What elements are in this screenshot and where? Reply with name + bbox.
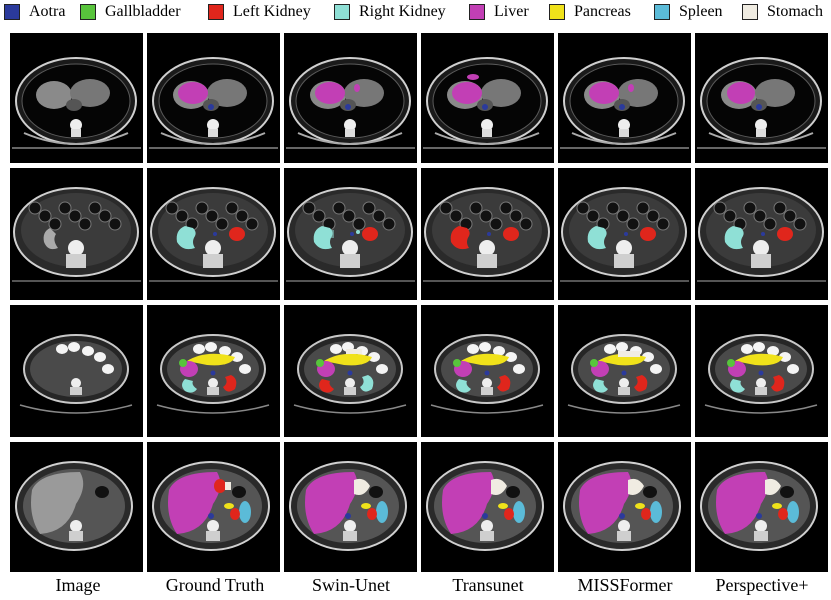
column-label-perspective-plus: Perspective+ — [715, 575, 809, 595]
ct-panel — [695, 305, 828, 437]
ct-panel — [421, 442, 554, 572]
legend-swatch — [654, 4, 670, 20]
legend-item-spleen: Spleen — [654, 2, 723, 22]
ct-panel — [695, 442, 828, 572]
ct-slice-image — [430, 334, 544, 414]
legend-label: Liver — [494, 3, 529, 20]
ct-panel — [147, 33, 280, 163]
legend-item-left-kidney: Left Kidney — [208, 2, 311, 22]
ct-slice-image — [12, 187, 141, 282]
ct-slice-image — [567, 334, 681, 414]
ct-panel — [421, 305, 554, 437]
legend-item-liver: Liver — [469, 2, 529, 22]
legend-label: Left Kidney — [233, 3, 311, 20]
ct-slice-image — [697, 187, 826, 282]
ct-panel — [10, 33, 143, 163]
ct-slice-image — [697, 57, 826, 149]
ct-panel — [284, 442, 417, 572]
legend-swatch — [742, 4, 758, 20]
legend-swatch — [80, 4, 96, 20]
ct-panel — [10, 305, 143, 437]
legend: Aotra Gallbladder Left Kidney Right Kidn… — [0, 0, 831, 24]
ct-slice-image — [560, 187, 689, 282]
legend-swatch — [334, 4, 350, 20]
column-label-missformer: MISSFormer — [577, 575, 673, 595]
ct-panel — [695, 33, 828, 163]
legend-label: Stomach — [767, 3, 823, 20]
ct-panel — [421, 33, 554, 163]
ct-slice-image — [293, 334, 407, 414]
ct-slice-image — [560, 57, 689, 149]
ct-slice-image — [700, 461, 818, 551]
ct-slice-image — [19, 334, 133, 414]
legend-label: Gallbladder — [105, 3, 181, 20]
legend-label: Pancreas — [574, 3, 631, 20]
ct-slice-image — [12, 57, 141, 149]
ct-slice-image — [423, 57, 552, 149]
ct-panel — [284, 305, 417, 437]
ct-panel — [284, 168, 417, 300]
ct-slice-image — [286, 187, 415, 282]
legend-label: Right Kidney — [359, 3, 446, 20]
legend-swatch — [469, 4, 485, 20]
legend-label: Spleen — [679, 3, 723, 20]
ct-slice-image — [426, 461, 544, 551]
legend-item-gallbladder: Gallbladder — [80, 2, 181, 22]
ct-slice-image — [149, 187, 278, 282]
legend-swatch — [208, 4, 224, 20]
ct-panel — [147, 442, 280, 572]
ct-slice-image — [15, 461, 133, 551]
ct-panel — [558, 305, 691, 437]
column-label-swin-unet: Swin-Unet — [312, 575, 390, 595]
ct-slice-image — [423, 187, 552, 282]
ct-panel — [147, 168, 280, 300]
ct-panel — [10, 442, 143, 572]
ct-panel — [147, 305, 280, 437]
ct-slice-image — [704, 334, 818, 414]
legend-swatch — [549, 4, 565, 20]
legend-item-stomach: Stomach — [742, 2, 823, 22]
column-label-image: Image — [55, 575, 101, 595]
ct-slice-image — [563, 461, 681, 551]
ct-slice-image — [156, 334, 270, 414]
legend-label: Aotra — [29, 3, 66, 20]
ct-slice-image — [286, 57, 415, 149]
ct-panel — [421, 168, 554, 300]
ct-panel — [558, 33, 691, 163]
ct-panel — [695, 168, 828, 300]
ct-panel — [558, 442, 691, 572]
ct-panel — [10, 168, 143, 300]
column-label-ground-truth: Ground Truth — [165, 575, 265, 595]
legend-swatch — [4, 4, 20, 20]
legend-item-right-kidney: Right Kidney — [334, 2, 446, 22]
ct-panel — [558, 168, 691, 300]
ct-slice-image — [289, 461, 407, 551]
column-label-transunet: Transunet — [452, 575, 524, 595]
legend-item-aotra: Aotra — [4, 2, 65, 22]
legend-item-pancreas: Pancreas — [549, 2, 631, 22]
ct-slice-image — [152, 461, 270, 551]
ct-slice-image — [149, 57, 278, 149]
ct-panel — [284, 33, 417, 163]
